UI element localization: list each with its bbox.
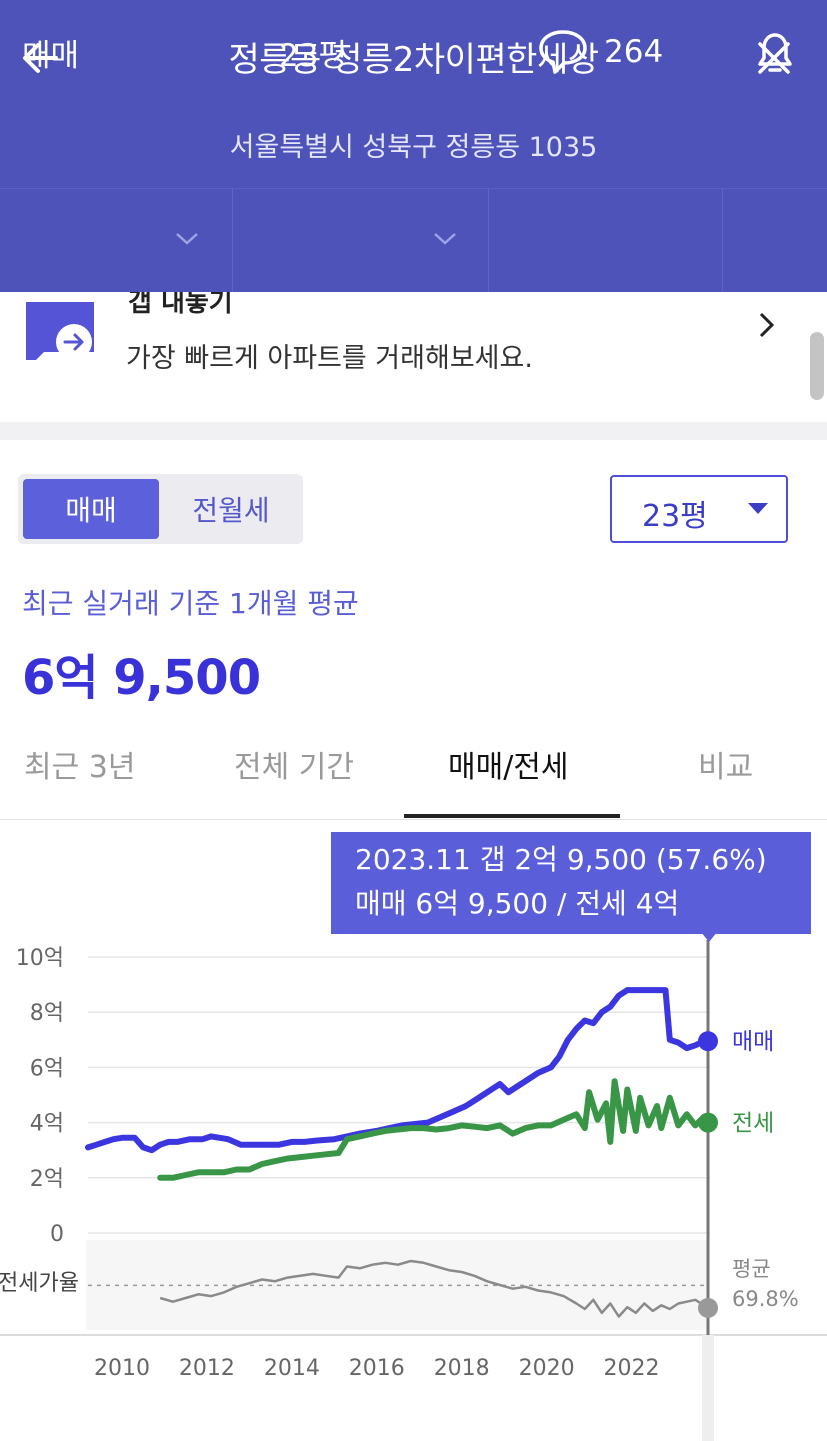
comments-count: 264	[604, 34, 664, 70]
chevron-down-icon	[434, 233, 456, 245]
x-tick-label: 2016	[349, 1356, 405, 1381]
control-bar	[0, 188, 827, 292]
size-dropdown[interactable]: 23평	[279, 0, 429, 104]
ratio-average-label: 평균	[732, 1257, 771, 1281]
banner-text: 가장 빠르게 아파트를 거래해보세요.	[126, 343, 533, 374]
tooltip-line2: 매매 6억 9,500 / 전세 4억	[355, 887, 680, 920]
back-arrow-icon[interactable]	[18, 36, 62, 80]
price-caption: 최근 실거래 기준 1개월 평균	[22, 587, 359, 620]
x-tick-label: 2010	[94, 1356, 150, 1381]
price-chart[interactable]: 10억 8억 6억 4억 2억 0 2010 2012 2014 2016 2018 2020 2022…	[0, 820, 827, 1441]
trade-type-label: 매매	[22, 37, 80, 74]
notification-button[interactable]	[748, 0, 808, 104]
series-line-jeonse	[157, 1078, 711, 1181]
cursor-track	[702, 1335, 714, 1441]
divider	[488, 188, 489, 292]
speech-bubble-icon	[539, 30, 587, 74]
x-tick-label: 2012	[179, 1356, 235, 1381]
divider	[722, 188, 723, 292]
x-tick-label: 2020	[519, 1356, 575, 1381]
page-title: 정릉동 정릉2차이편한세상	[228, 40, 599, 80]
chart-tooltip: 2023.11 갭 2억 9,500 (57.6%) 매매 6억 9,500 /…	[331, 832, 811, 934]
address-text: 서울특별시 성북구 정릉동 1035	[229, 132, 598, 163]
sell-listing-icon	[26, 302, 94, 360]
chevron-right-icon	[759, 312, 775, 338]
y-tick-label: 0	[50, 1222, 64, 1247]
jeonse-end-marker	[698, 1112, 718, 1133]
y-tick-label: 2억	[30, 1167, 64, 1192]
tooltip-pointer	[701, 932, 717, 942]
size-select[interactable]: 23평	[610, 475, 788, 543]
series-line-sale	[85, 987, 711, 1154]
segment-sale[interactable]: 매매	[23, 479, 159, 539]
ratio-line	[159, 1259, 709, 1318]
segment-rent[interactable]: 전월세	[192, 494, 270, 527]
sale-end-label: 매매	[732, 1029, 774, 1055]
trade-type-dropdown[interactable]: 매매	[22, 0, 230, 104]
size-label: 23평	[279, 37, 347, 74]
y-tick-label: 4억	[30, 1112, 64, 1137]
tab-sale-jeonse[interactable]: 매매/전세	[448, 750, 569, 785]
sale-end-marker	[698, 1031, 718, 1052]
app-header: 정릉동 정릉2차이편한세상 서울특별시 성북구 정릉동 1035	[0, 0, 827, 292]
x-tick-label: 2022	[604, 1356, 660, 1381]
y-tick-label: 10억	[16, 946, 64, 971]
ratio-axis-label: 전세가율	[0, 1271, 79, 1296]
divider	[232, 188, 233, 292]
active-tab-indicator	[404, 814, 620, 818]
jeonse-end-label: 전세	[732, 1111, 774, 1137]
y-tick-label: 8억	[30, 1001, 64, 1026]
ratio-average-value: 69.8%	[732, 1287, 799, 1311]
scrollbar[interactable]	[810, 332, 824, 400]
caret-down-icon	[748, 503, 768, 514]
tab-recent-3y[interactable]: 최근 3년	[24, 750, 136, 785]
price-value: 6억 9,500	[22, 650, 261, 706]
chevron-down-icon	[176, 233, 198, 245]
ratio-end-marker	[698, 1297, 718, 1318]
bell-icon	[758, 33, 792, 72]
tab-compare[interactable]: 비교	[698, 750, 754, 785]
x-tick-label: 2014	[264, 1356, 320, 1381]
chart-tabs: 최근 3년 전체 기간 매매/전세 비교	[0, 730, 827, 820]
size-select-value: 23평	[642, 499, 708, 534]
section-divider	[0, 422, 827, 440]
promo-banner[interactable]: 갭 내놓기 가장 빠르게 아파트를 거래해보세요.	[0, 292, 827, 422]
tab-all-period[interactable]: 전체 기간	[234, 750, 354, 785]
comments-button[interactable]: 264	[536, 0, 716, 104]
x-tick-label: 2018	[434, 1356, 490, 1381]
tooltip-line1: 2023.11 갭 2억 9,500 (57.6%)	[355, 843, 767, 876]
trade-segment-control: 매매 전월세	[18, 474, 303, 544]
banner-title: 갭 내놓기	[128, 292, 233, 318]
y-tick-label: 6억	[30, 1056, 64, 1081]
